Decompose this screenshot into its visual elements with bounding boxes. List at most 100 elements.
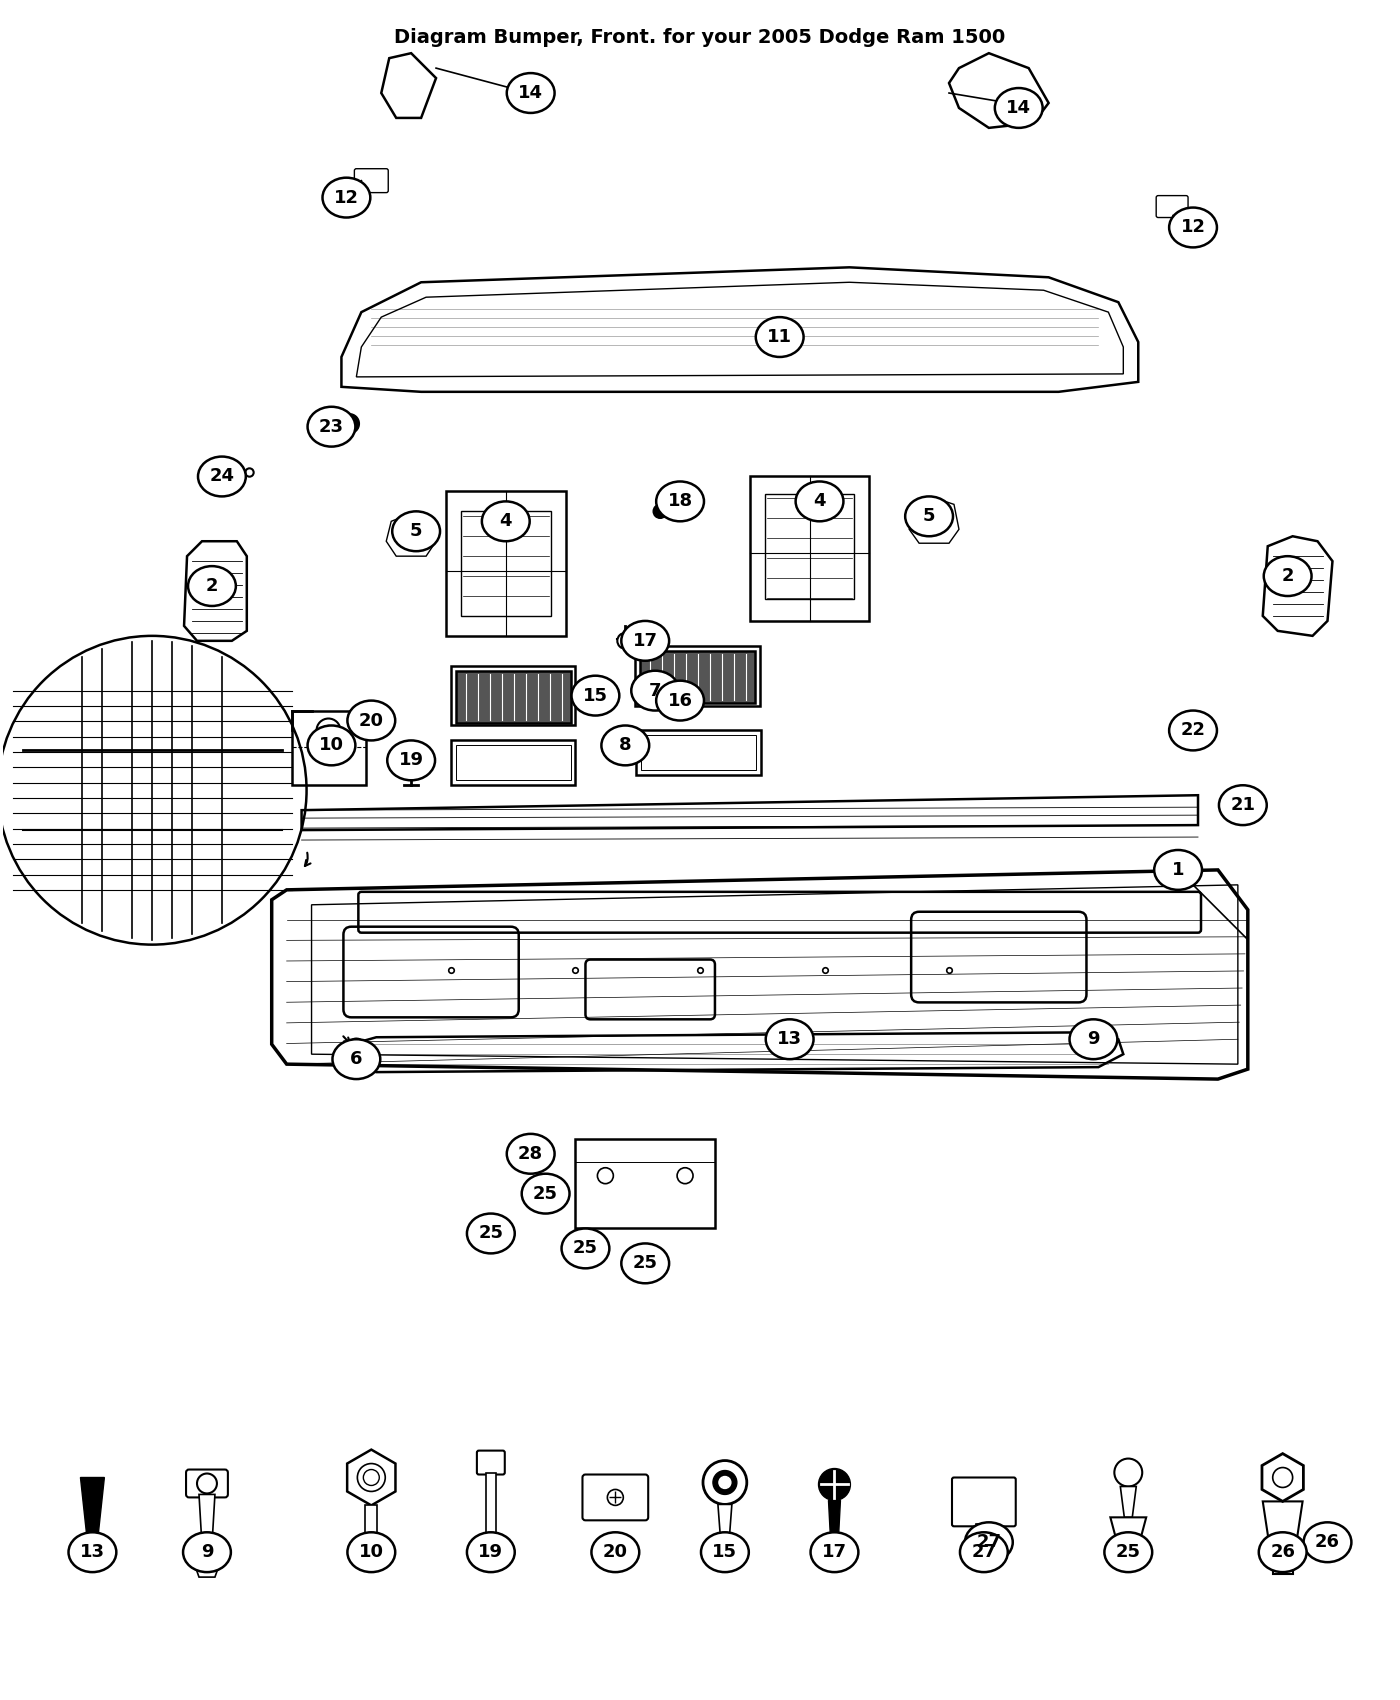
Text: 20: 20 — [358, 712, 384, 729]
Ellipse shape — [965, 1522, 1012, 1562]
Circle shape — [197, 1474, 217, 1493]
Circle shape — [598, 1168, 613, 1183]
Text: 6: 6 — [350, 1051, 363, 1068]
Ellipse shape — [622, 620, 669, 661]
Circle shape — [364, 1469, 379, 1486]
Bar — [456, 672, 571, 722]
Ellipse shape — [631, 672, 679, 711]
Ellipse shape — [960, 1532, 1008, 1572]
Bar — [291, 711, 367, 785]
Circle shape — [720, 1477, 731, 1489]
Text: 19: 19 — [479, 1544, 504, 1561]
Ellipse shape — [322, 178, 371, 218]
Circle shape — [403, 755, 419, 770]
Polygon shape — [192, 1557, 223, 1578]
Text: 17: 17 — [822, 1544, 847, 1561]
Ellipse shape — [795, 481, 843, 522]
Ellipse shape — [657, 680, 704, 721]
Ellipse shape — [468, 1214, 515, 1253]
Text: 24: 24 — [210, 468, 234, 486]
Ellipse shape — [756, 318, 804, 357]
Polygon shape — [74, 1542, 111, 1567]
Circle shape — [1273, 1467, 1292, 1488]
Text: 26: 26 — [1270, 1544, 1295, 1561]
Ellipse shape — [1154, 850, 1203, 889]
Circle shape — [581, 692, 599, 709]
Bar — [764, 495, 854, 598]
Text: 21: 21 — [1231, 796, 1256, 814]
Text: 4: 4 — [500, 512, 512, 530]
Circle shape — [367, 716, 377, 726]
Text: 25: 25 — [1116, 1544, 1141, 1561]
Bar — [575, 1139, 715, 1229]
Bar — [486, 1472, 496, 1557]
Circle shape — [703, 1460, 746, 1504]
Text: 12: 12 — [335, 189, 358, 207]
Ellipse shape — [766, 1020, 813, 1059]
Circle shape — [357, 1464, 385, 1491]
Text: 19: 19 — [399, 751, 424, 770]
Ellipse shape — [1070, 1020, 1117, 1059]
Text: 14: 14 — [1007, 99, 1032, 117]
Text: 8: 8 — [619, 736, 631, 755]
Text: 27: 27 — [976, 1533, 1001, 1550]
Ellipse shape — [622, 1243, 669, 1284]
Text: 25: 25 — [479, 1224, 504, 1243]
Ellipse shape — [482, 502, 529, 541]
Circle shape — [617, 632, 633, 649]
Ellipse shape — [507, 1134, 554, 1173]
Text: 7: 7 — [650, 682, 661, 700]
Text: 12: 12 — [1180, 219, 1205, 236]
Text: 28: 28 — [518, 1144, 543, 1163]
Ellipse shape — [1259, 1532, 1306, 1572]
Text: 15: 15 — [582, 687, 608, 704]
Text: 13: 13 — [80, 1544, 105, 1561]
Circle shape — [339, 413, 360, 434]
Text: 14: 14 — [518, 83, 543, 102]
Ellipse shape — [308, 406, 356, 447]
Text: 25: 25 — [633, 1255, 658, 1272]
Bar — [451, 741, 575, 785]
Text: 13: 13 — [777, 1030, 802, 1049]
Ellipse shape — [1264, 556, 1312, 597]
Ellipse shape — [657, 481, 704, 522]
Text: 9: 9 — [200, 1544, 213, 1561]
Ellipse shape — [1169, 711, 1217, 750]
Text: 5: 5 — [923, 507, 935, 525]
Ellipse shape — [1105, 1532, 1152, 1572]
Ellipse shape — [1303, 1522, 1351, 1562]
Circle shape — [1114, 1459, 1142, 1486]
Ellipse shape — [392, 512, 440, 551]
Polygon shape — [1120, 1486, 1137, 1518]
Text: 15: 15 — [713, 1544, 738, 1561]
Ellipse shape — [507, 73, 554, 112]
Bar — [640, 651, 755, 702]
Text: Diagram Bumper, Front. for your 2005 Dodge Ram 1500: Diagram Bumper, Front. for your 2005 Dod… — [395, 29, 1005, 48]
Text: 5: 5 — [410, 522, 423, 541]
Text: 20: 20 — [603, 1544, 627, 1561]
Ellipse shape — [197, 457, 246, 496]
Ellipse shape — [308, 726, 356, 765]
Text: 2: 2 — [206, 576, 218, 595]
Ellipse shape — [183, 1532, 231, 1572]
Ellipse shape — [906, 496, 953, 536]
Bar — [636, 731, 760, 775]
Bar — [641, 736, 756, 770]
Ellipse shape — [995, 88, 1043, 128]
Text: 23: 23 — [319, 418, 344, 435]
Text: 11: 11 — [767, 328, 792, 347]
Text: 27: 27 — [972, 1544, 997, 1561]
Ellipse shape — [571, 675, 619, 716]
Ellipse shape — [188, 566, 235, 605]
Circle shape — [654, 505, 668, 518]
Ellipse shape — [388, 741, 435, 780]
Text: 25: 25 — [573, 1239, 598, 1258]
Bar — [451, 666, 575, 726]
Text: 1: 1 — [1172, 860, 1184, 879]
Text: 22: 22 — [1180, 721, 1205, 740]
Polygon shape — [829, 1501, 840, 1557]
Text: 18: 18 — [668, 493, 693, 510]
Ellipse shape — [1219, 785, 1267, 824]
Ellipse shape — [1169, 207, 1217, 248]
Polygon shape — [80, 1477, 105, 1542]
